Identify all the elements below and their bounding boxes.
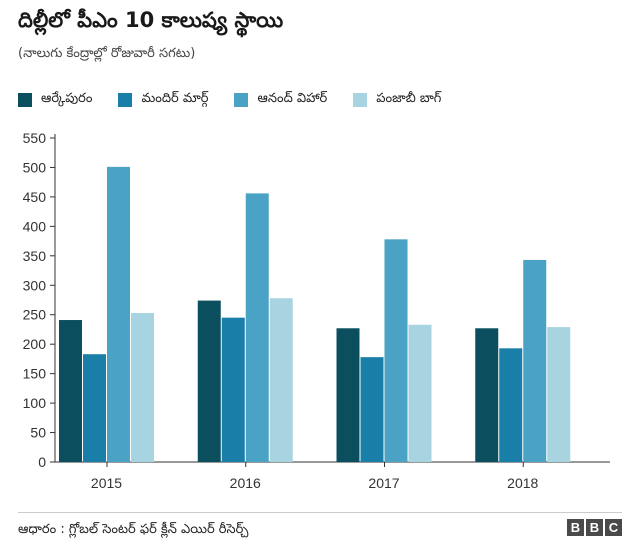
legend-item: మందిర్ మార్గ్ — [118, 91, 208, 109]
x-tick-label: 2017 — [368, 475, 399, 491]
legend-swatch — [118, 93, 133, 107]
legend-item: ఆర్కేపురం — [18, 91, 92, 109]
x-tick-label: 2016 — [230, 475, 261, 491]
y-tick-label: 50 — [30, 425, 46, 441]
legend-item: ఆనంద్ విహార్ — [234, 91, 327, 109]
y-tick-label: 550 — [23, 130, 47, 146]
legend-swatch — [234, 93, 249, 107]
legend: ఆర్కేపురం మందిర్ మార్గ్ ఆనంద్ విహార్ పంజాబీ… — [18, 91, 441, 109]
y-tick-label: 200 — [23, 336, 47, 352]
bar — [131, 312, 154, 462]
bar — [336, 328, 360, 462]
bar — [408, 324, 432, 462]
bar — [547, 327, 571, 462]
bar — [269, 298, 293, 462]
y-tick-label: 300 — [23, 277, 47, 293]
y-tick-label: 250 — [23, 307, 47, 323]
legend-swatch — [18, 93, 32, 107]
y-tick-label: 450 — [23, 189, 47, 205]
footer-divider — [18, 512, 622, 513]
bbc-logo-letter: C — [605, 519, 622, 536]
bar — [107, 166, 130, 462]
x-tick-label: 2015 — [91, 475, 122, 491]
source-note: ఆధారం : గ్లోబల్ సెంటర్ ఫర్ క్లీన్ ఎయిర్ … — [18, 522, 249, 537]
bar — [499, 348, 523, 462]
chart-title: దిల్లీలో పీఎం 10 కాలుష్య స్థాయి — [18, 8, 284, 32]
legend-label: ఆనంద్ విహార్ — [257, 91, 328, 106]
bar — [475, 328, 499, 462]
bar — [360, 357, 384, 462]
y-tick-label: 150 — [23, 366, 47, 382]
bar — [59, 320, 82, 462]
bar — [384, 239, 408, 462]
y-tick-label: 100 — [23, 395, 47, 411]
legend-item: పంజాబీ బాగ్ — [353, 91, 441, 109]
bar — [221, 317, 245, 462]
legend-label: పంజాబీ బాగ్ — [376, 91, 442, 106]
y-tick-label: 400 — [23, 218, 47, 234]
x-tick-label: 2018 — [507, 475, 538, 491]
chart-subtitle: (నాలుగు కేంద్రాల్లో రోజువారీ సగటు) — [18, 46, 196, 61]
y-tick-label: 500 — [23, 159, 47, 175]
legend-label: మందిర్ మార్గ్ — [141, 91, 209, 106]
bar — [523, 259, 547, 462]
legend-label: ఆర్కేపురం — [41, 91, 93, 106]
bar — [197, 300, 221, 462]
bar — [83, 354, 106, 462]
legend-swatch — [353, 93, 368, 107]
bbc-logo-letter: B — [567, 519, 584, 536]
bbc-logo: B B C — [567, 519, 622, 536]
bar — [245, 193, 269, 462]
bbc-logo-letter: B — [586, 519, 603, 536]
y-tick-label: 350 — [23, 248, 47, 264]
bar-chart: 0 50 100 150 200 250 300 350 400 450 500 550 2015 201… — [23, 130, 610, 491]
y-tick-label: 0 — [38, 454, 46, 470]
